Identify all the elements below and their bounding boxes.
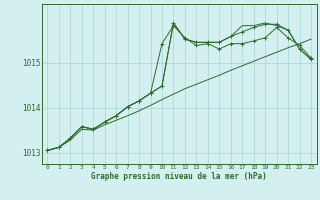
- X-axis label: Graphe pression niveau de la mer (hPa): Graphe pression niveau de la mer (hPa): [91, 172, 267, 181]
